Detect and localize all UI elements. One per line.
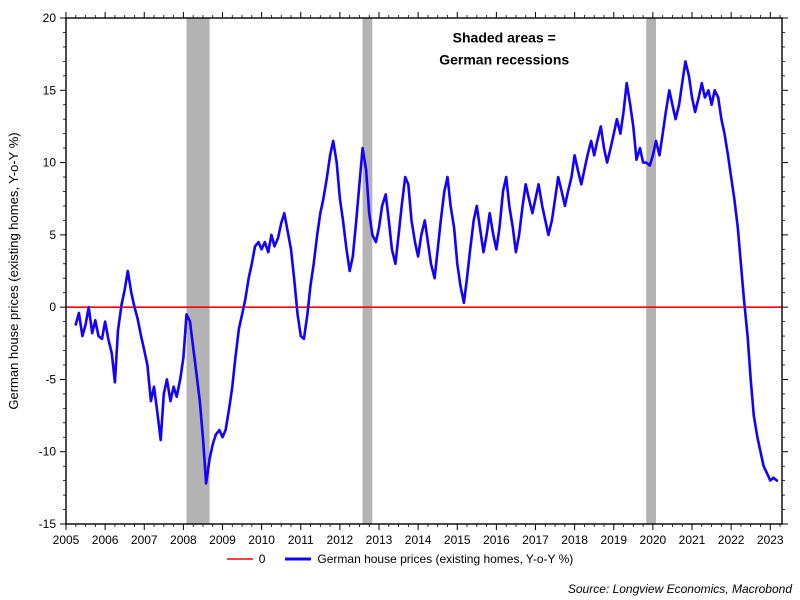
annotation-line2: German recessions bbox=[439, 51, 569, 67]
y-tick-label: 0 bbox=[49, 300, 56, 314]
recession-band bbox=[187, 18, 210, 524]
x-tick-label: 2005 bbox=[53, 533, 80, 547]
line-chart: -15 -10 -5 0 5 10 15 20 2005 2006 2007 2008 2009 2010… bbox=[0, 0, 800, 600]
x-tick-label: 2014 bbox=[405, 533, 432, 547]
x-tick-label: 2012 bbox=[327, 533, 354, 547]
x-tick-label: 2020 bbox=[640, 533, 667, 547]
x-tick-label: 2013 bbox=[366, 533, 393, 547]
legend-label: 0 bbox=[259, 552, 266, 566]
source-label: Source: Longview Economics, Macrobond bbox=[568, 582, 792, 596]
x-tick-label: 2023 bbox=[757, 533, 784, 547]
y-tick-label: -10 bbox=[39, 445, 57, 459]
x-tick-label: 2010 bbox=[248, 533, 275, 547]
legend-item: 0 bbox=[227, 552, 266, 566]
recession-band bbox=[363, 18, 373, 524]
y-tick-label: 15 bbox=[43, 83, 57, 97]
chart-container: -15 -10 -5 0 5 10 15 20 2005 2006 2007 2008 2009 2010… bbox=[0, 0, 800, 600]
x-tick-label: 2019 bbox=[600, 533, 627, 547]
x-tick-label: 2018 bbox=[561, 533, 588, 547]
x-tick-label: 2016 bbox=[483, 533, 510, 547]
y-tick-label: -5 bbox=[45, 372, 56, 386]
x-tick-label: 2022 bbox=[718, 533, 745, 547]
legend-label: German house prices (existing homes, Y-o… bbox=[317, 552, 573, 566]
y-axis-label: German house prices (existing homes, Y-o… bbox=[6, 132, 21, 409]
x-tick-label: 2015 bbox=[444, 533, 471, 547]
recession-band bbox=[646, 18, 656, 524]
chart-legend: 0 German house prices (existing homes, Y-… bbox=[0, 552, 800, 567]
annotation-line1: Shaded areas = bbox=[453, 30, 556, 46]
legend-item: German house prices (existing homes, Y-o… bbox=[285, 552, 573, 566]
x-tick-label: 2007 bbox=[131, 533, 158, 547]
x-tick-label: 2021 bbox=[679, 533, 706, 547]
x-tick-label: 2009 bbox=[209, 533, 236, 547]
y-tick-label: -15 bbox=[39, 517, 57, 531]
x-tick-label: 2008 bbox=[170, 533, 197, 547]
x-tick-label: 2017 bbox=[522, 533, 549, 547]
x-tick-label: 2006 bbox=[92, 533, 119, 547]
x-tick-label: 2011 bbox=[288, 533, 314, 547]
y-tick-label: 10 bbox=[43, 156, 57, 170]
source-text: Source: Longview Economics, Macrobond bbox=[568, 582, 792, 596]
y-tick-label: 20 bbox=[43, 11, 57, 25]
y-tick-label: 5 bbox=[49, 228, 56, 242]
